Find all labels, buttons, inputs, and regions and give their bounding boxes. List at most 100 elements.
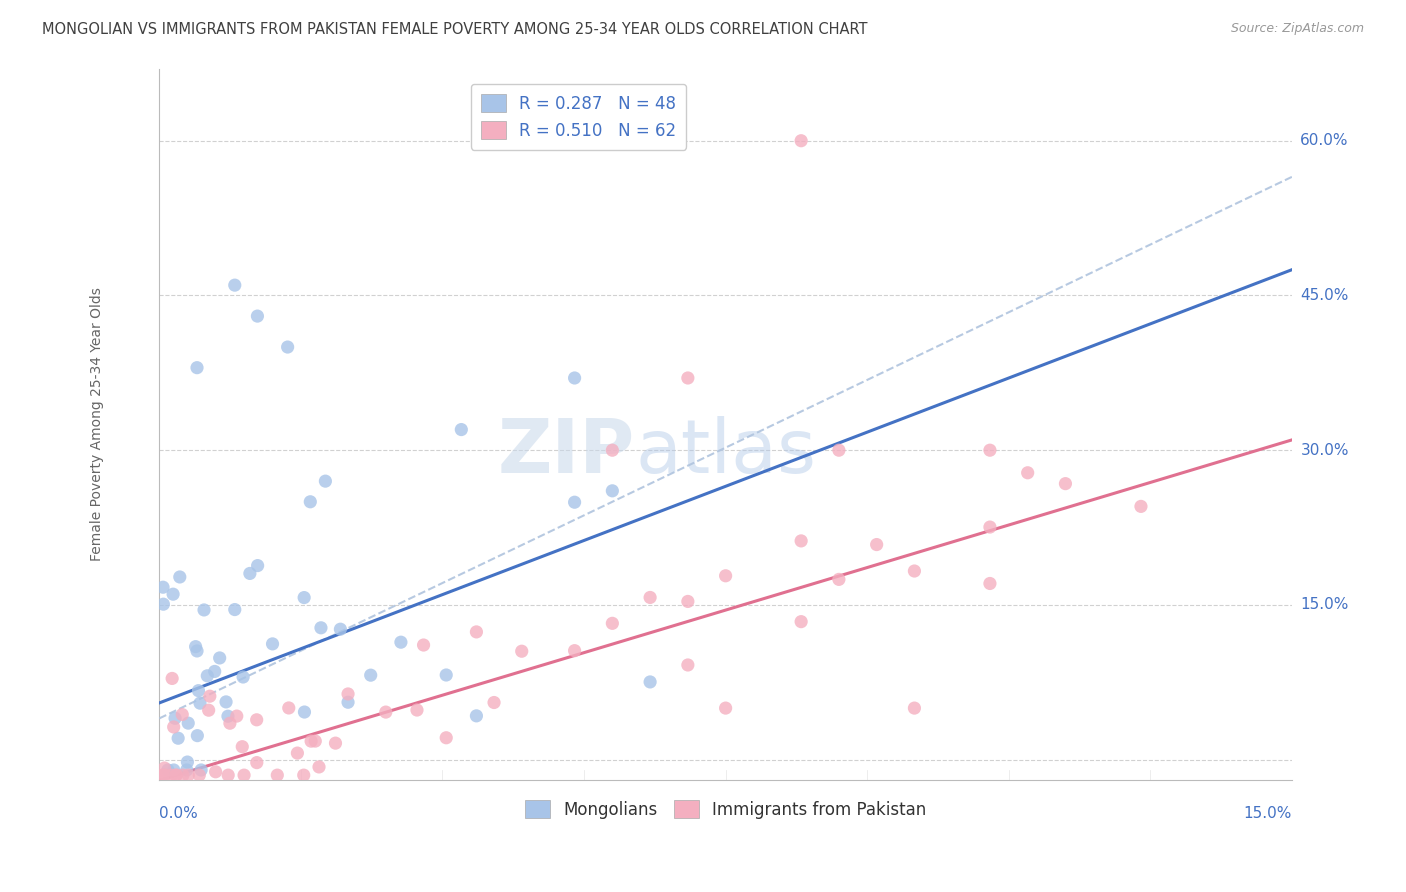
Text: 0.0%: 0.0% bbox=[159, 806, 198, 822]
Text: 45.0%: 45.0% bbox=[1301, 288, 1348, 303]
Text: 30.0%: 30.0% bbox=[1301, 442, 1348, 458]
Point bbox=[292, 591, 315, 605]
Point bbox=[155, 768, 177, 782]
Point bbox=[299, 734, 322, 748]
Point bbox=[184, 640, 207, 654]
Point bbox=[299, 495, 322, 509]
Point bbox=[564, 643, 586, 657]
Point bbox=[903, 564, 925, 578]
Point bbox=[152, 768, 174, 782]
Point bbox=[186, 729, 208, 743]
Point bbox=[186, 360, 208, 375]
Point bbox=[450, 423, 472, 437]
Point bbox=[287, 746, 309, 760]
Point bbox=[979, 520, 1001, 534]
Point bbox=[232, 670, 254, 684]
Point bbox=[246, 713, 269, 727]
Text: Source: ZipAtlas.com: Source: ZipAtlas.com bbox=[1230, 22, 1364, 36]
Point bbox=[197, 703, 219, 717]
Point bbox=[246, 558, 269, 573]
Point bbox=[676, 657, 699, 672]
Point bbox=[262, 637, 284, 651]
Point bbox=[1129, 500, 1152, 514]
Point bbox=[246, 309, 269, 323]
Point bbox=[292, 768, 315, 782]
Point bbox=[219, 716, 242, 731]
Point bbox=[308, 760, 330, 774]
Point bbox=[1054, 476, 1077, 491]
Text: ZIP: ZIP bbox=[498, 417, 636, 490]
Point bbox=[165, 768, 187, 782]
Text: MONGOLIAN VS IMMIGRANTS FROM PAKISTAN FEMALE POVERTY AMONG 25-34 YEAR OLDS CORRE: MONGOLIAN VS IMMIGRANTS FROM PAKISTAN FE… bbox=[42, 22, 868, 37]
Point bbox=[165, 711, 187, 725]
Point bbox=[231, 739, 253, 754]
Point bbox=[676, 371, 699, 385]
Point bbox=[177, 716, 200, 731]
Point bbox=[337, 687, 360, 701]
Legend: Mongolians, Immigrants from Pakistan: Mongolians, Immigrants from Pakistan bbox=[517, 793, 934, 825]
Point bbox=[224, 602, 246, 616]
Point bbox=[866, 537, 889, 551]
Point bbox=[360, 668, 382, 682]
Point bbox=[162, 587, 184, 601]
Point bbox=[186, 644, 208, 658]
Point bbox=[188, 768, 211, 782]
Text: 15.0%: 15.0% bbox=[1301, 598, 1348, 613]
Point bbox=[266, 768, 288, 782]
Point bbox=[790, 615, 813, 629]
Point bbox=[564, 495, 586, 509]
Point bbox=[465, 624, 488, 639]
Point bbox=[329, 622, 352, 636]
Text: 15.0%: 15.0% bbox=[1244, 806, 1292, 822]
Point bbox=[198, 689, 221, 703]
Text: 60.0%: 60.0% bbox=[1301, 133, 1348, 148]
Point bbox=[246, 756, 269, 770]
Point bbox=[314, 474, 336, 488]
Point bbox=[412, 638, 434, 652]
Point bbox=[434, 668, 457, 682]
Point bbox=[1017, 466, 1039, 480]
Point bbox=[167, 731, 190, 746]
Point bbox=[215, 695, 238, 709]
Point bbox=[337, 695, 360, 709]
Point bbox=[979, 443, 1001, 458]
Point bbox=[294, 705, 316, 719]
Point bbox=[233, 768, 256, 782]
Text: atlas: atlas bbox=[636, 417, 815, 490]
Point bbox=[564, 371, 586, 385]
Point bbox=[979, 576, 1001, 591]
Point bbox=[152, 597, 174, 611]
Point bbox=[828, 443, 851, 458]
Point bbox=[309, 621, 332, 635]
Point bbox=[153, 761, 176, 775]
Point bbox=[152, 580, 174, 594]
Point bbox=[187, 683, 209, 698]
Point bbox=[714, 701, 737, 715]
Point bbox=[156, 763, 179, 777]
Point bbox=[790, 134, 813, 148]
Text: Female Poverty Among 25-34 Year Olds: Female Poverty Among 25-34 Year Olds bbox=[90, 287, 104, 561]
Point bbox=[903, 701, 925, 715]
Point bbox=[195, 669, 218, 683]
Point bbox=[172, 768, 194, 782]
Point bbox=[204, 764, 226, 779]
Point bbox=[602, 483, 624, 498]
Point bbox=[177, 768, 200, 782]
Point bbox=[638, 675, 661, 690]
Point bbox=[172, 707, 194, 722]
Point bbox=[160, 672, 183, 686]
Point bbox=[277, 701, 299, 715]
Point bbox=[165, 768, 187, 782]
Point bbox=[277, 340, 299, 354]
Point bbox=[510, 644, 533, 658]
Point bbox=[482, 696, 505, 710]
Point bbox=[188, 696, 211, 710]
Point bbox=[638, 591, 661, 605]
Point bbox=[176, 755, 198, 769]
Point bbox=[389, 635, 412, 649]
Point bbox=[304, 734, 326, 748]
Point bbox=[676, 594, 699, 608]
Point bbox=[176, 763, 198, 777]
Point bbox=[217, 709, 239, 723]
Point bbox=[325, 736, 347, 750]
